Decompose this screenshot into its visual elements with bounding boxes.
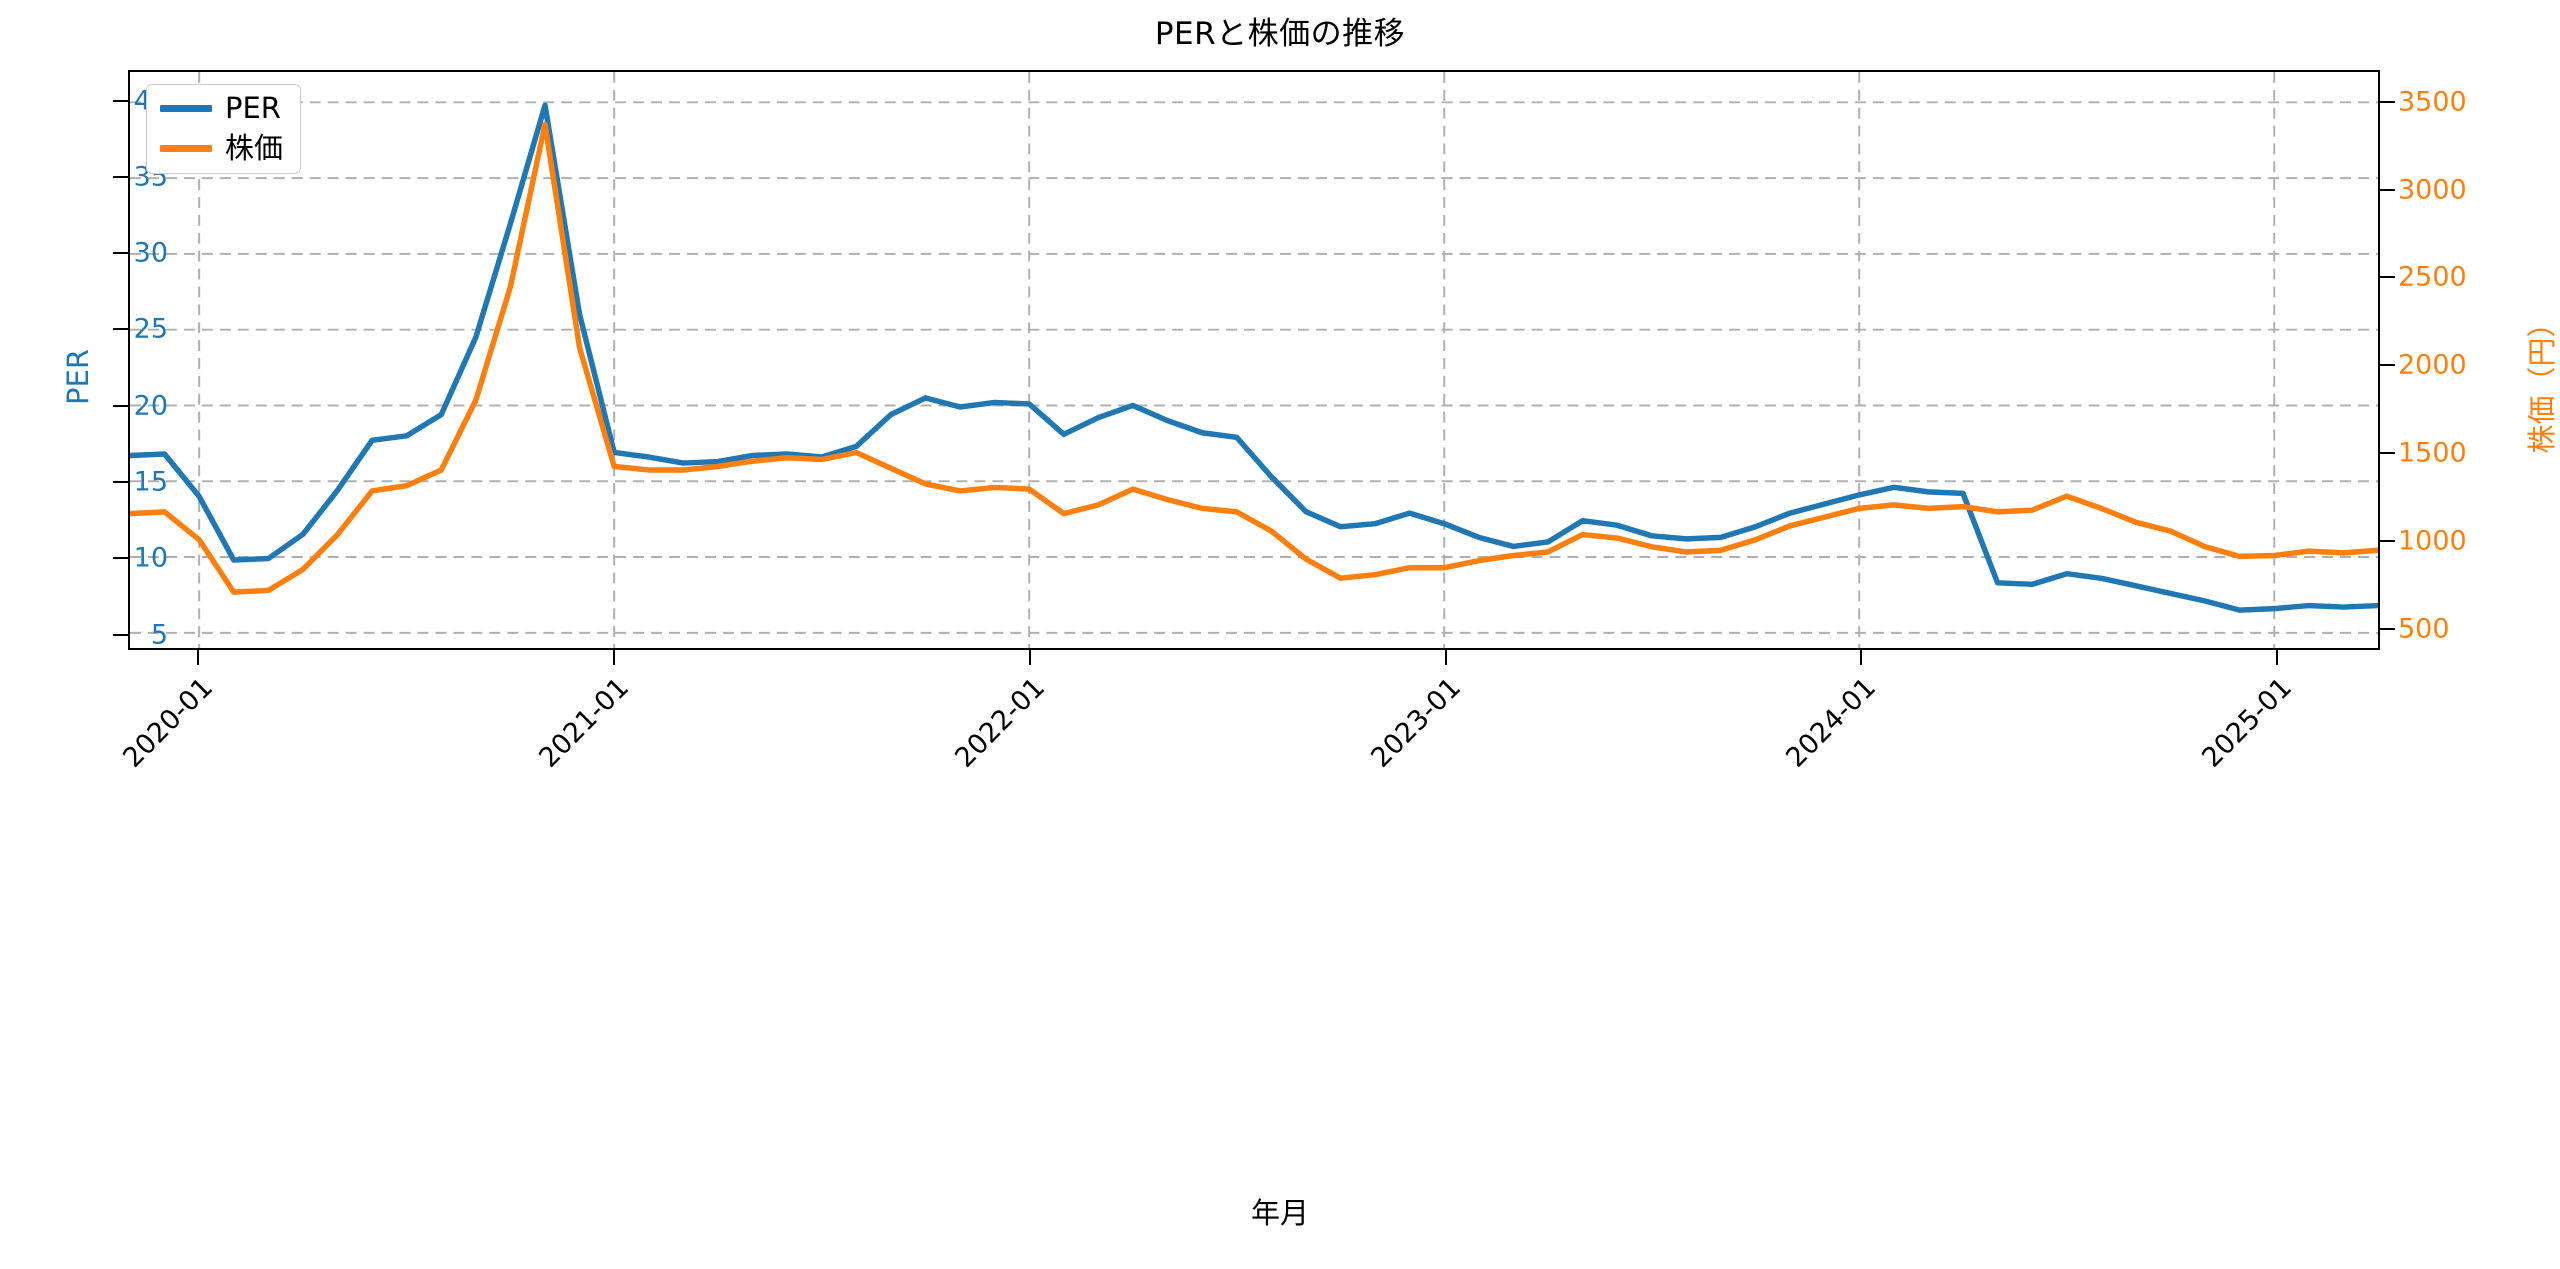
y-tick-label-left: 30 [133,237,168,269]
y-tick-mark-left [113,481,128,484]
data-lines [130,102,2378,613]
legend-label-per: PER [225,91,281,125]
y-tick-mark-right [2380,540,2395,543]
legend-item-per: PER [160,94,283,123]
y-tick-mark-right [2380,188,2395,191]
y-tick-label-right: 2000 [2398,349,2467,381]
plot-area [128,70,2380,650]
x-tick-label: 2023-01 [1364,672,1467,774]
y-tick-label-left: 5 [150,619,168,651]
x-tick-mark [2276,650,2279,665]
series-line-per [130,102,2378,613]
series-line-kabuka [130,121,2378,595]
y-tick-mark-left [113,175,128,178]
x-tick-label: 2022-01 [949,672,1051,774]
y-tick-label-left: 15 [133,466,168,498]
y-tick-label-right: 2500 [2398,261,2467,293]
x-tick-mark [1028,650,1031,665]
y-tick-mark-right [2380,276,2395,279]
y-tick-mark-left [113,252,128,255]
x-tick-mark [197,650,200,665]
y-tick-label-left: 10 [133,542,168,574]
chart-title: PERと株価の推移 [1154,16,1406,52]
y-tick-label-right: 500 [2398,613,2450,645]
y-tick-mark-right [2380,364,2395,367]
y-tick-label-right: 3500 [2398,86,2467,118]
y-tick-mark-left [113,328,128,331]
x-tick-mark [613,650,616,665]
y-tick-mark-left [113,404,128,407]
y-tick-mark-left [113,633,128,636]
x-tick-label: 2025-01 [2196,672,2298,774]
y-tick-mark-right [2380,452,2395,455]
legend-swatch-per [160,105,212,112]
y-axis-label-right: 株価（円） [2525,308,2559,454]
y-tick-label-right: 1000 [2398,525,2467,557]
x-tick-label: 2021-01 [533,672,635,774]
y-tick-mark-right [2380,627,2395,630]
y-axis-label-left: PER [61,349,95,405]
legend-item-kabuka: 株価 [160,134,283,163]
y-tick-mark-right [2380,100,2395,103]
y-tick-label-left: 25 [133,313,168,345]
legend-label-kabuka: 株価 [225,131,284,165]
x-tick-label: 2024-01 [1780,672,1883,774]
y-tick-mark-left [113,557,128,560]
x-tick-mark [1444,650,1447,665]
y-tick-label-left: 20 [133,390,168,422]
x-tick-mark [1860,650,1863,665]
chart-legend: PER 株価 [146,84,302,174]
x-tick-label: 2020-01 [117,672,220,774]
y-tick-mark-left [113,99,128,102]
y-tick-label-right: 3000 [2398,174,2467,205]
y-tick-label-right: 1500 [2398,437,2467,469]
x-axis-label: 年月 [1250,1196,1309,1230]
legend-swatch-kabuka [160,145,212,152]
